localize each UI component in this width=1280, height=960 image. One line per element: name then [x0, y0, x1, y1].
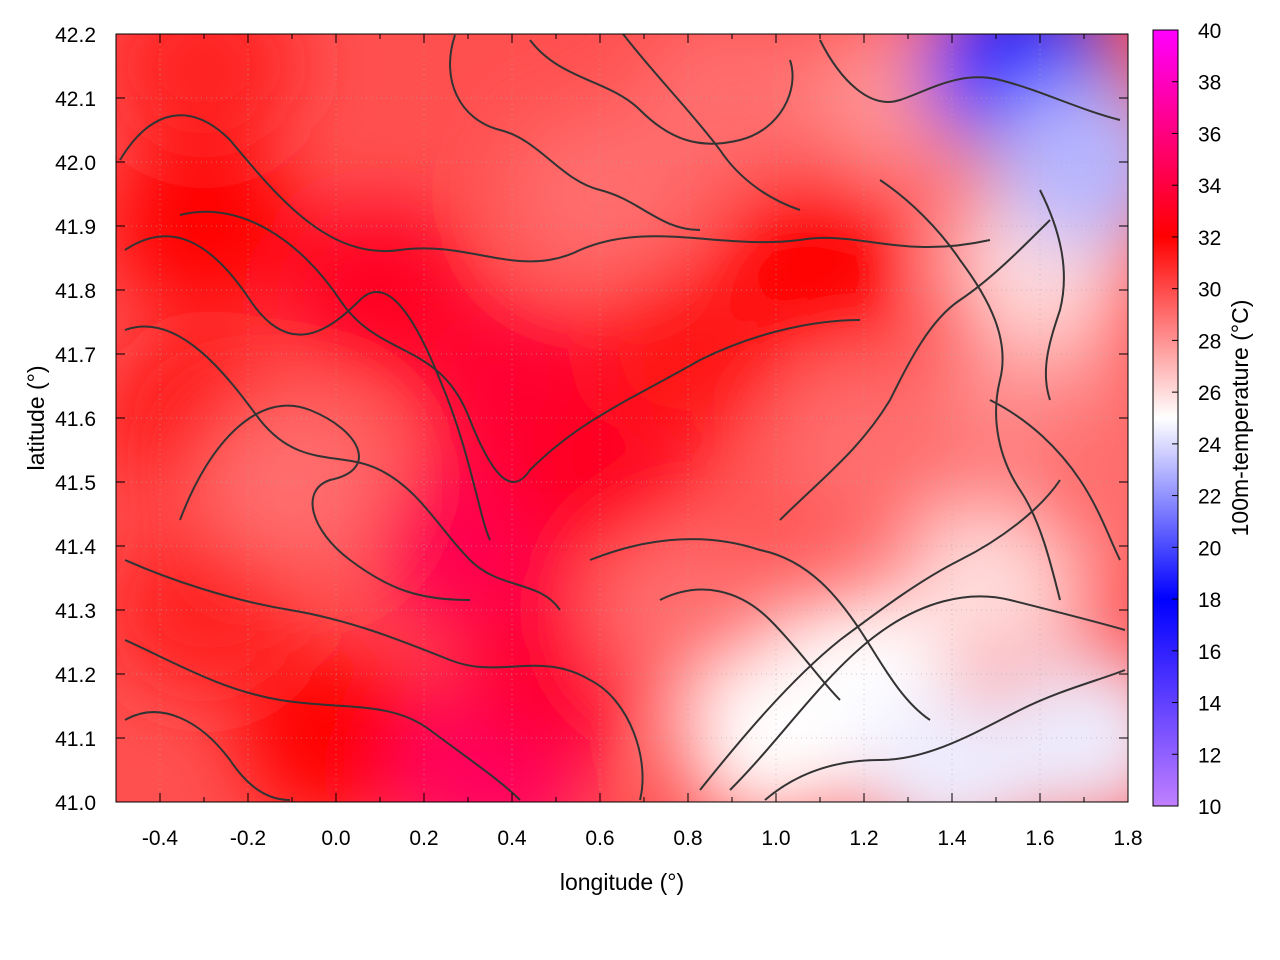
y-tick-label: 41.3	[55, 600, 96, 623]
colorbar-tick-label: 24	[1198, 434, 1222, 457]
colorbar-tick-label: 20	[1198, 537, 1221, 560]
heatmap-cell	[637, 34, 827, 183]
y-tick-label: 41.2	[55, 664, 96, 687]
colorbar-tick-label: 18	[1198, 589, 1221, 612]
y-tick-label: 41.9	[55, 216, 96, 239]
x-tick-label: 1.8	[1113, 827, 1142, 850]
x-axis-ticks: -0.4 -0.2 0.0 0.2 0.4 0.6 0.8 1.0 1.2 1.4 1.6 1.8	[142, 34, 1143, 850]
grid-lines	[116, 34, 1128, 802]
x-axis-label: longitude (°)	[560, 869, 684, 895]
heatmap-cell	[116, 34, 299, 151]
heatmap-cell	[505, 397, 695, 567]
y-tick-label: 41.7	[55, 344, 96, 367]
x-tick-label: -0.2	[230, 827, 266, 850]
contour-line	[589, 538, 931, 721]
contour-line	[764, 669, 1126, 801]
plot-area: -0.4 -0.2 0.0 0.2 0.4 0.6 0.8 1.0 1.2 1.4 1.6 1.8 4…	[55, 24, 1143, 850]
colorbar-tick-label: 30	[1198, 279, 1221, 302]
colorbar-tick-label: 28	[1198, 330, 1221, 353]
contour-line	[989, 399, 1121, 561]
colorbar-label: 100m-temperature (°C)	[1227, 300, 1253, 537]
contour-line	[124, 639, 521, 801]
heatmap-cell	[116, 141, 299, 311]
x-tick-label: -0.4	[142, 827, 179, 850]
colorbar-tick-label: 10	[1198, 796, 1221, 819]
colorbar: 10 12 14 16 18 20 22 24 26 28 30 32 34 36 38 40 100m-te…	[1152, 20, 1253, 819]
y-tick-label: 41.6	[55, 408, 96, 431]
colorbar-tick-label: 34	[1198, 175, 1222, 198]
y-tick-label: 41.8	[55, 280, 96, 303]
colorbar-tick-label: 26	[1198, 382, 1221, 405]
contour-line	[124, 711, 291, 801]
colorbar-tick-label: 14	[1198, 693, 1222, 716]
y-tick-label: 41.0	[55, 792, 96, 815]
x-tick-label: 0.2	[409, 827, 438, 850]
contour-lines	[119, 34, 1126, 801]
contour-line	[529, 39, 794, 145]
x-tick-label: 1.0	[761, 827, 790, 850]
y-tick-label: 42.0	[55, 152, 96, 175]
y-tick-label: 42.1	[55, 88, 96, 111]
x-tick-label: 1.6	[1025, 827, 1054, 850]
x-tick-label: 1.4	[937, 827, 967, 850]
colorbar-tick-label: 22	[1198, 486, 1221, 509]
heatmap-cell	[989, 77, 1128, 247]
contour-line	[124, 235, 491, 541]
colorbar-tick-label: 12	[1198, 744, 1221, 767]
x-tick-label: 0.4	[497, 827, 527, 850]
heatmap-cell	[725, 173, 915, 343]
heatmap-cell	[116, 525, 299, 695]
colorbar-gradient	[1152, 29, 1179, 807]
contour-line	[779, 219, 1051, 521]
contour-line	[124, 325, 561, 611]
colorbar-tick-label: 38	[1198, 72, 1221, 95]
colorbar-tick-label: 16	[1198, 641, 1221, 664]
contour-line	[179, 210, 861, 483]
heatmap-cell	[241, 653, 431, 802]
y-axis-label: latitude (°)	[23, 365, 49, 470]
y-tick-label: 41.4	[55, 536, 96, 559]
contour-line	[659, 588, 841, 701]
contour-line	[119, 114, 991, 263]
contour-line	[699, 479, 1061, 791]
y-axis-ticks: 41.0 41.1 41.2 41.3 41.4 41.5 41.6 41.7 41.8 41.9…	[55, 24, 1128, 815]
x-tick-label: 1.2	[849, 827, 878, 850]
contour-line	[879, 179, 1061, 601]
y-tick-label: 42.2	[55, 24, 96, 47]
colorbar-ticks: 10 12 14 16 18 20 22 24 26 28 30 32 34 36 38 40	[1172, 20, 1222, 819]
contour-line	[729, 595, 1126, 791]
contour-line	[124, 559, 644, 801]
heatmap-cell	[989, 653, 1128, 802]
x-tick-label: 0.8	[673, 827, 702, 850]
x-tick-label: 0.0	[321, 827, 350, 850]
colorbar-tick-label: 40	[1198, 20, 1221, 43]
contour-line	[179, 404, 471, 601]
colorbar-tick-label: 36	[1198, 123, 1221, 146]
y-tick-label: 41.1	[55, 728, 96, 751]
colorbar-tick-label: 32	[1198, 227, 1221, 250]
contour-line	[819, 39, 1121, 121]
x-tick-label: 0.6	[585, 827, 614, 850]
contour-line	[1039, 189, 1065, 401]
y-tick-label: 41.5	[55, 472, 96, 495]
contour-line	[621, 34, 801, 211]
contour-line	[449, 34, 701, 231]
